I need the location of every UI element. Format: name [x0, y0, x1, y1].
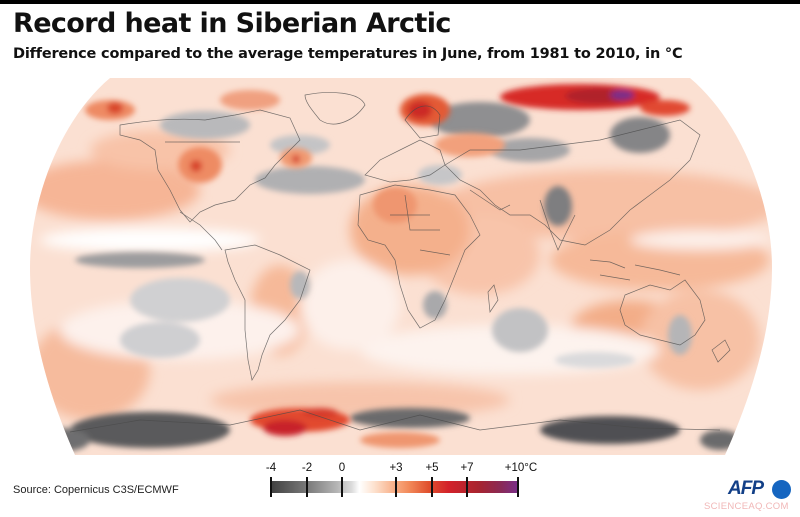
legend-label-minus2: -2 [301, 462, 313, 474]
legend-tick [431, 477, 433, 497]
color-scale-legend: -4 -2 0 +3 +5 +7 +10°C [262, 462, 537, 502]
chart-subtitle: Difference compared to the average tempe… [13, 46, 683, 62]
legend-tick [517, 477, 519, 497]
temperature-anomaly-map [30, 78, 772, 455]
legend-label-zero: 0 [338, 462, 346, 474]
top-rule [0, 0, 800, 4]
chart-title: Record heat in Siberian Arctic [13, 8, 451, 39]
watermark: SCIENCEAQ.COM [704, 501, 789, 512]
legend-tick [466, 477, 468, 497]
legend-tick [270, 477, 272, 497]
legend-tick [395, 477, 397, 497]
legend-label-plus3: +3 [389, 462, 403, 474]
source-credit: Source: Copernicus C3S/ECMWF [13, 484, 179, 496]
legend-label-plus5: +5 [425, 462, 439, 474]
legend-label-minus4: -4 [265, 462, 277, 474]
afp-logo-text: AFP [728, 478, 764, 499]
legend-label-plus7: +7 [460, 462, 474, 474]
legend-gradient-bar [270, 481, 518, 493]
legend-label-plus10: +10°C [504, 462, 538, 474]
afp-logo-dot-icon [772, 480, 791, 499]
legend-tick [341, 477, 343, 497]
legend-tick [306, 477, 308, 497]
